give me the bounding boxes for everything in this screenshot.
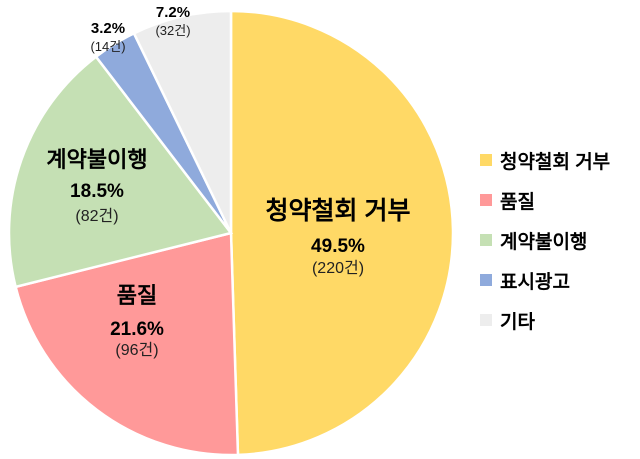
label-slice-1: 품질 21.6% (96건) [110,282,164,361]
legend-item: 계약불이행 [480,220,610,260]
slice-count: (220건) [311,260,365,277]
legend-swatch [480,154,492,166]
legend-swatch [480,314,492,326]
pie-slice-4 [132,9,233,234]
legend: 청약철회 거부 품질 계약불이행 표시광고 기타 [480,140,610,340]
legend-swatch [480,274,492,286]
legend-label: 계약불이행 [500,231,588,253]
slice-name: 품질 [116,283,158,308]
slice-name: 계약불이행 [46,147,148,172]
slice-count: (96건) [115,342,159,360]
legend-item: 품질 [480,180,610,220]
slice-percent: 7.2% [155,4,191,21]
pie-slice-0 [229,9,455,457]
legend-item: 표시광고 [480,260,610,300]
slice-percent: 21.6% [110,318,164,340]
legend-label: 표시광고 [500,271,570,293]
slice-count: (14건) [90,38,126,54]
pie-slice-1 [14,231,240,457]
legend-label: 품질 [500,191,535,213]
slice-percent: 3.2% [90,20,126,37]
label-slice-2: 계약불이행 18.5% (82건) [46,146,147,227]
legend-label: 청약철회 거부 [500,151,611,173]
slice-count: (32건) [155,22,191,38]
label-slice-4: 7.2% (32건) [155,4,190,39]
slice-percent: 49.5% [311,236,365,258]
legend-label: 기타 [500,311,535,333]
slice-count: (82건) [75,208,119,226]
legend-swatch [480,194,492,206]
pie-slice-2 [7,54,234,289]
legend-item: 청약철회 거부 [480,140,610,180]
slice-percent: 18.5% [70,180,124,202]
label-slice-3: 3.2% (14건) [90,20,125,55]
label-slice-0: 청약철회 거부 49.5% (220건) [266,196,411,279]
slice-name: 청약철회 거부 [265,197,411,225]
legend-swatch [480,234,492,246]
legend-item: 기타 [480,300,610,340]
